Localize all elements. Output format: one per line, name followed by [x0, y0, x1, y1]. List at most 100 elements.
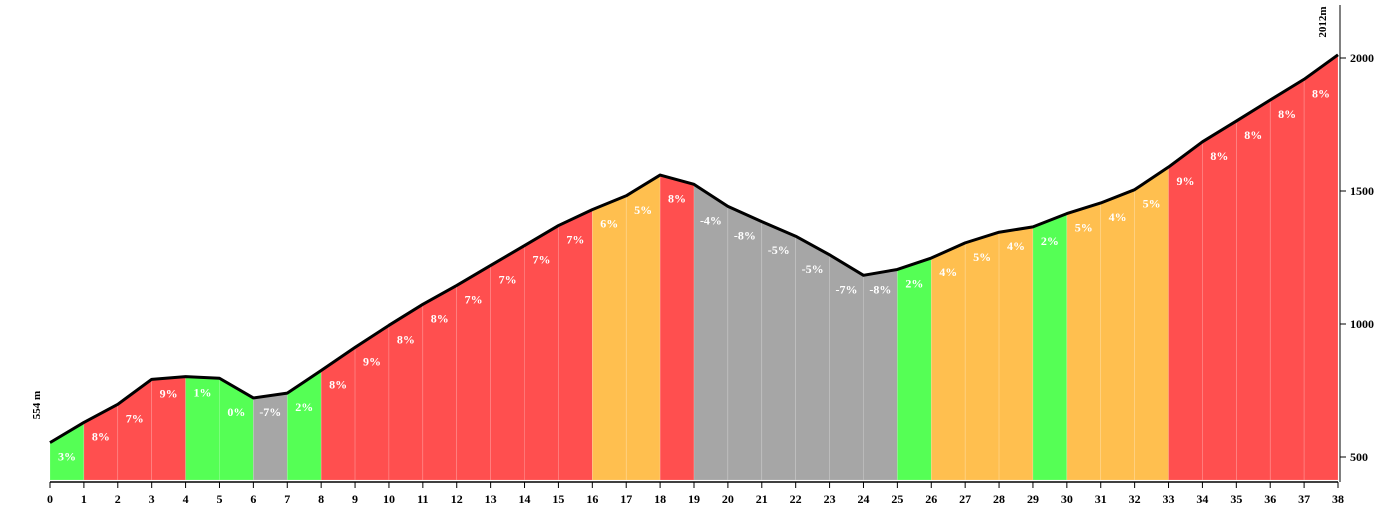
segment-km-32-33 — [1134, 166, 1169, 481]
segment-km-35-36 — [1236, 99, 1271, 481]
segment-label-km-30: 5% — [1075, 221, 1093, 235]
segment-km-2-3 — [117, 378, 152, 481]
segment-label-km-5: 0% — [227, 405, 245, 419]
segment-label-km-32: 5% — [1143, 197, 1161, 211]
segment-label-km-27: 5% — [973, 250, 991, 264]
segment-km-37-38 — [1303, 54, 1339, 481]
x-tick-label-2: 2 — [115, 492, 121, 506]
x-tick-label-1: 1 — [81, 492, 87, 506]
x-tick-label-38: 38 — [1332, 492, 1344, 506]
segment-km-34-35 — [1202, 120, 1237, 481]
x-tick-label-24: 24 — [857, 492, 869, 506]
segment-km-24-25 — [863, 269, 898, 481]
segment-label-km-13: 7% — [499, 272, 517, 286]
x-axis: 0 1 2 3 4 5 6 7 8 9 10 11 12 13 14 15 16 17 18 19 20 21 22 23 24… — [47, 481, 1344, 506]
x-tick-label-25: 25 — [891, 492, 903, 506]
segment-km-36-37 — [1269, 78, 1305, 481]
y-tick-label-2000: 2000 — [1350, 51, 1374, 65]
x-tick-label-9: 9 — [352, 492, 358, 506]
segment-km-17-18 — [625, 174, 661, 481]
x-tick-label-0: 0 — [47, 492, 53, 506]
segment-label-km-10: 8% — [397, 332, 415, 346]
x-tick-label-30: 30 — [1061, 492, 1073, 506]
segment-label-km-33: 9% — [1176, 174, 1194, 188]
x-tick-label-29: 29 — [1027, 492, 1039, 506]
x-tick-label-37: 37 — [1298, 492, 1310, 506]
x-tick-label-20: 20 — [722, 492, 734, 506]
segment-label-km-31: 4% — [1109, 210, 1127, 224]
x-tick-label-10: 10 — [383, 492, 395, 506]
y-tick-label-1000: 1000 — [1350, 317, 1374, 331]
end-altitude-label: 2012m — [1317, 6, 1329, 37]
x-tick-label-32: 32 — [1129, 492, 1141, 506]
segment-km-28-29 — [998, 226, 1034, 481]
segment-label-km-19: -4% — [700, 213, 722, 227]
segment-label-km-29: 2% — [1041, 234, 1059, 248]
segment-km-15-16 — [558, 209, 593, 481]
x-tick-label-23: 23 — [824, 492, 836, 506]
x-tick-label-4: 4 — [183, 492, 189, 506]
segment-label-km-0: 3% — [58, 450, 76, 464]
segment-km-9-10 — [354, 324, 390, 481]
segment-km-33-34 — [1168, 141, 1203, 481]
segment-label-km-20: -8% — [734, 229, 756, 243]
segment-label-km-26: 4% — [939, 265, 957, 279]
segment-label-km-4: 1% — [194, 385, 212, 399]
x-tick-label-3: 3 — [149, 492, 155, 506]
x-tick-label-21: 21 — [756, 492, 768, 506]
segment-label-km-7: 2% — [295, 400, 313, 414]
segment-label-km-22: -5% — [802, 262, 824, 276]
segment-label-km-24: -8% — [869, 282, 891, 296]
x-tick-label-28: 28 — [993, 492, 1005, 506]
segment-label-km-18: 8% — [668, 191, 686, 205]
segment-label-km-21: -5% — [768, 243, 790, 257]
segment-label-km-9: 9% — [363, 354, 381, 368]
x-tick-label-14: 14 — [519, 492, 531, 506]
x-tick-label-11: 11 — [417, 492, 428, 506]
y-tick-label-1500: 1500 — [1350, 184, 1374, 198]
x-tick-label-31: 31 — [1095, 492, 1107, 506]
segment-label-km-6: -7% — [259, 405, 281, 419]
segment-label-km-2: 7% — [126, 411, 144, 425]
segment-label-km-1: 8% — [92, 429, 110, 443]
x-tick-label-5: 5 — [216, 492, 222, 506]
segment-label-km-17: 5% — [634, 203, 652, 217]
y-tick-label-500: 500 — [1350, 450, 1368, 464]
segment-label-km-12: 7% — [465, 292, 483, 306]
segment-km-29-30 — [1032, 213, 1068, 481]
start-altitude-label: 554 m — [31, 391, 43, 419]
gradient-labels: 3%8%7%9% 1%0% -7% 2%8%9%8%8%7%7%7%7%6%5%8%-… — [58, 86, 1330, 463]
x-tick-label-16: 16 — [586, 492, 598, 506]
segment-label-km-36: 8% — [1278, 107, 1296, 121]
segment-label-km-25: 2% — [905, 276, 923, 290]
segment-label-km-34: 8% — [1210, 149, 1228, 163]
segment-label-km-23: -7% — [836, 282, 858, 296]
segment-km-21-22 — [761, 221, 796, 481]
x-tick-label-13: 13 — [485, 492, 497, 506]
segment-km-16-17 — [592, 195, 627, 481]
segment-label-km-37: 8% — [1312, 86, 1330, 100]
x-tick-label-26: 26 — [925, 492, 937, 506]
segment-km-7-8 — [286, 369, 322, 481]
segment-km-25-26 — [897, 257, 932, 481]
segment-km-31-32 — [1100, 189, 1135, 481]
x-tick-label-27: 27 — [959, 492, 971, 506]
segment-label-km-28: 4% — [1007, 239, 1025, 253]
x-tick-label-6: 6 — [250, 492, 256, 506]
x-tick-label-22: 22 — [790, 492, 802, 506]
segment-km-19-20 — [693, 183, 729, 481]
segment-km-30-31 — [1066, 202, 1102, 481]
y-axis: 500 1000 1500 2000 — [1339, 5, 1374, 482]
segment-km-20-21 — [727, 205, 763, 481]
segment-label-km-16: 6% — [600, 217, 618, 231]
x-tick-label-19: 19 — [688, 492, 700, 506]
x-tick-label-7: 7 — [284, 492, 290, 506]
segment-label-km-3: 9% — [160, 386, 178, 400]
x-tick-label-8: 8 — [318, 492, 324, 506]
segment-label-km-35: 8% — [1244, 128, 1262, 142]
segment-label-km-8: 8% — [329, 378, 347, 392]
profile-line — [49, 53, 1339, 444]
x-tick-label-34: 34 — [1196, 492, 1208, 506]
x-tick-label-12: 12 — [451, 492, 463, 506]
